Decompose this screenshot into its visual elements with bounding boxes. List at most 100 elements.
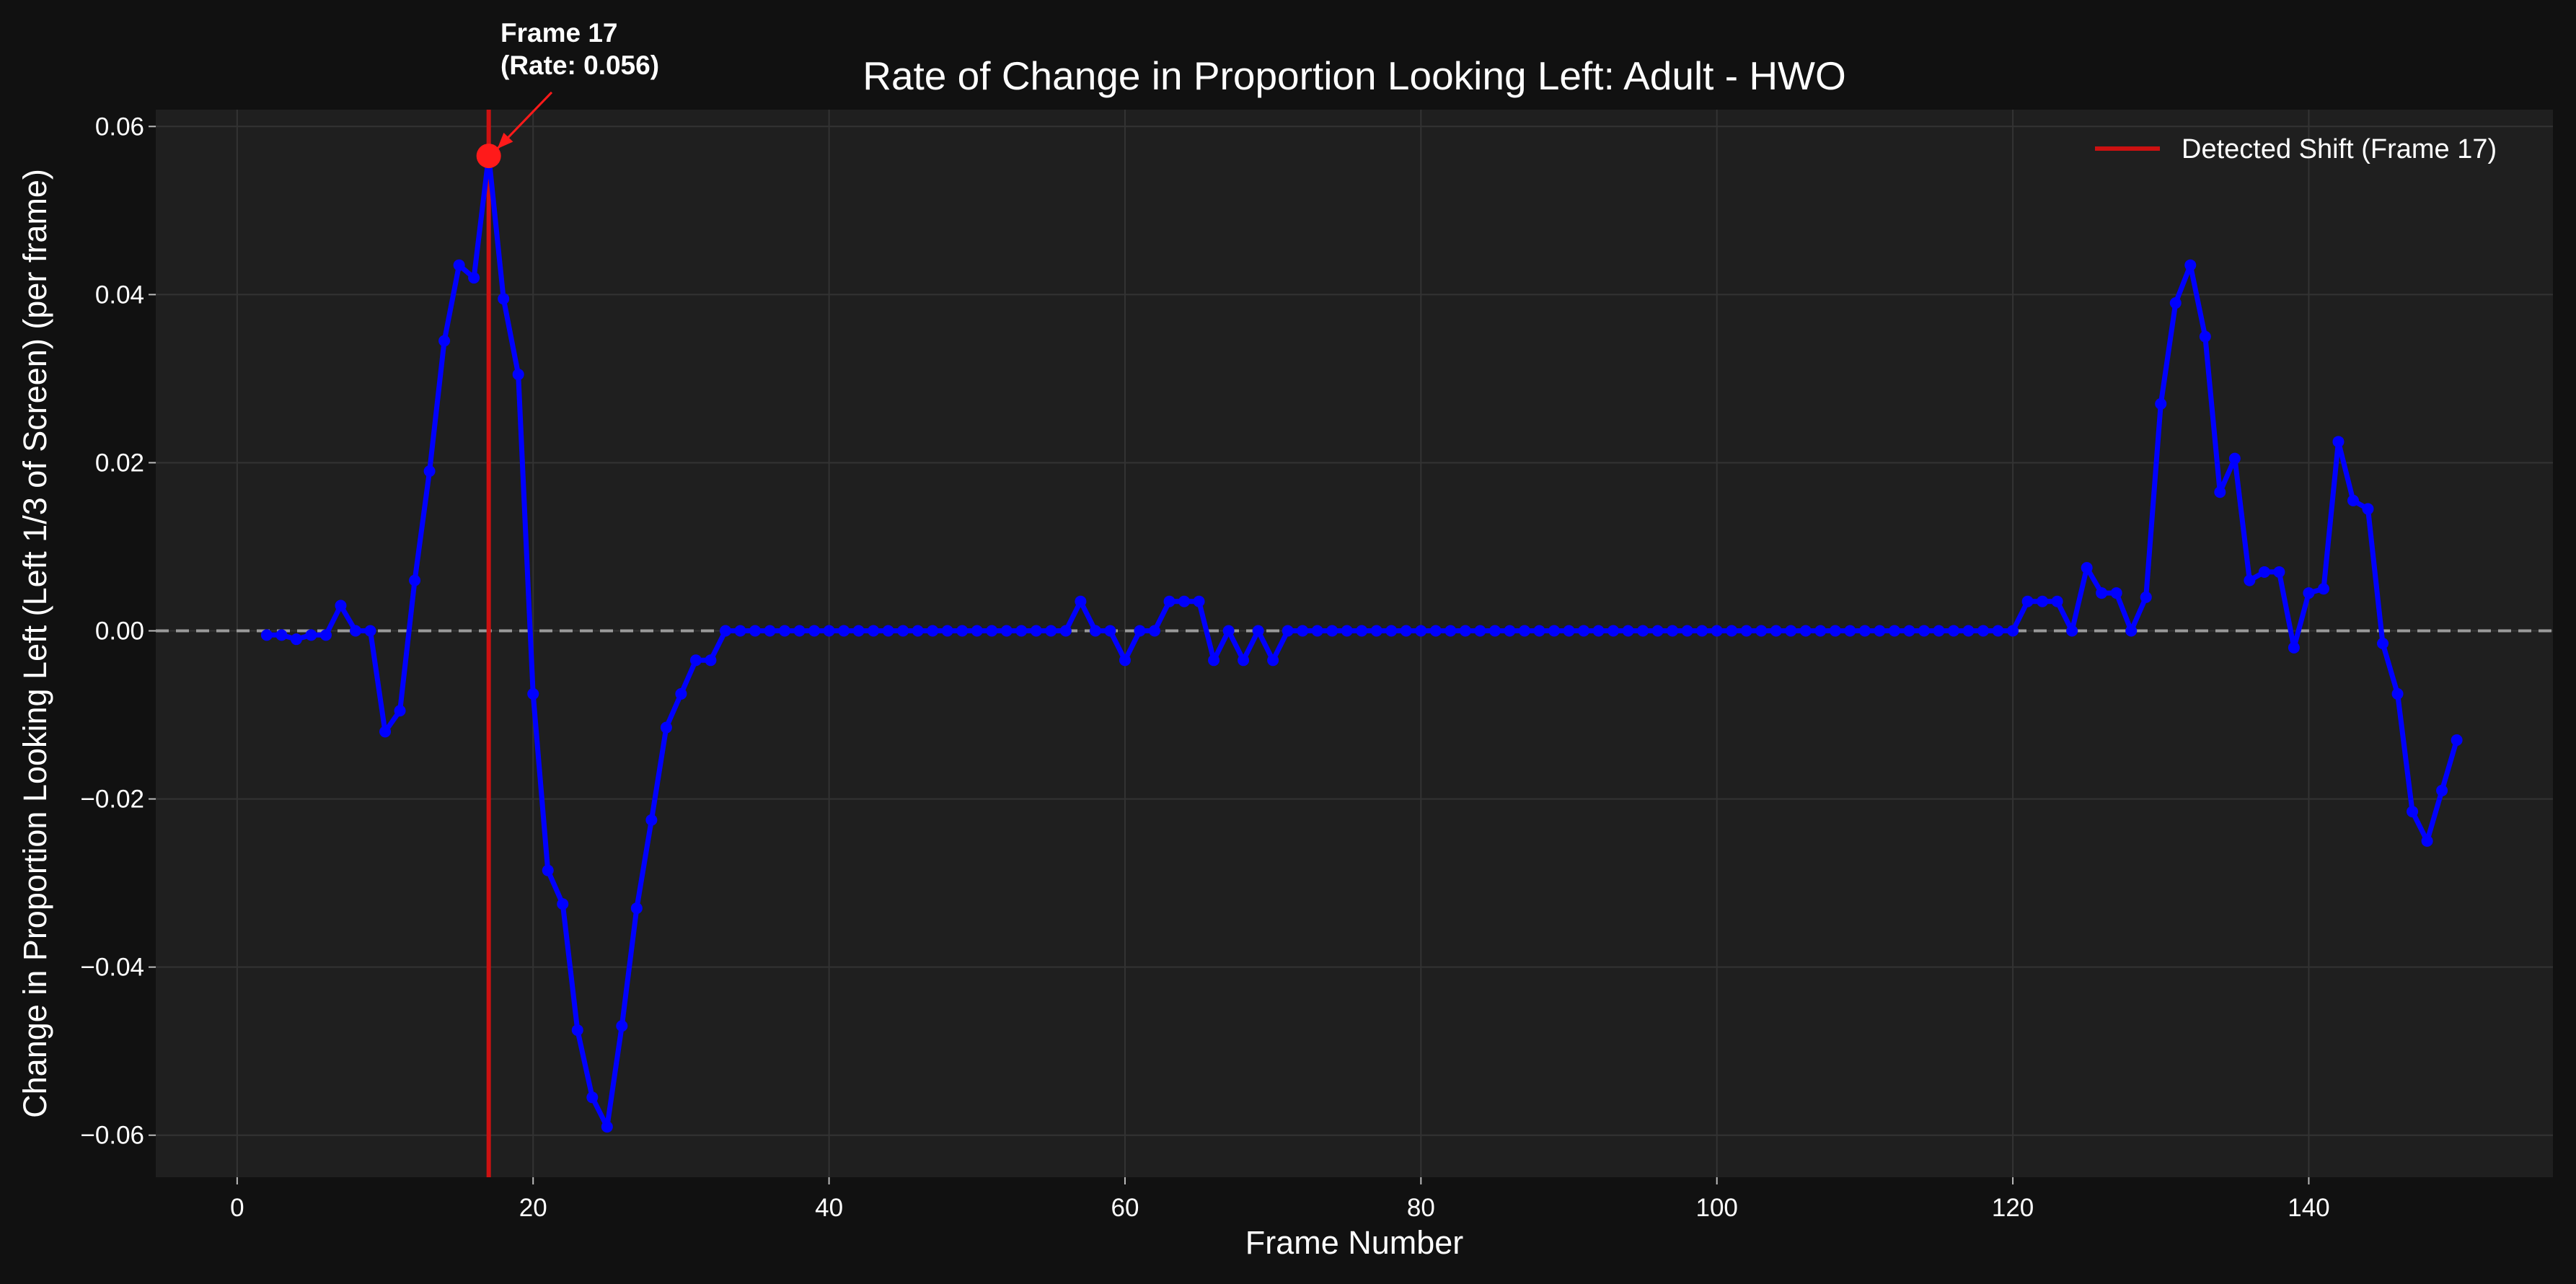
data-point xyxy=(2096,587,2108,599)
data-point xyxy=(956,625,969,637)
data-point xyxy=(512,369,524,381)
data-point xyxy=(675,687,687,700)
data-point xyxy=(2169,297,2182,309)
data-point xyxy=(1444,625,1457,637)
data-point xyxy=(719,625,731,637)
annotation-frame-label: Frame 17 xyxy=(500,18,618,48)
data-point xyxy=(1948,625,1959,637)
x-tick-label: 40 xyxy=(815,1194,843,1222)
data-point xyxy=(897,625,909,637)
data-point xyxy=(1000,625,1013,637)
x-tick-label: 100 xyxy=(1696,1194,1738,1222)
plot-area xyxy=(156,110,2553,1177)
data-point xyxy=(882,625,894,637)
data-point xyxy=(409,574,421,586)
data-point xyxy=(1977,625,1990,637)
data-point xyxy=(2451,734,2463,747)
data-point xyxy=(2347,494,2359,506)
chart-title: Rate of Change in Proportion Looking Lef… xyxy=(863,53,1846,98)
data-point xyxy=(2258,566,2270,578)
data-point xyxy=(1134,625,1146,637)
data-point xyxy=(1992,625,2004,637)
data-point xyxy=(305,629,317,641)
data-point xyxy=(1149,625,1160,637)
data-point xyxy=(438,335,451,347)
y-tick-label: −0.04 xyxy=(80,954,144,982)
data-point xyxy=(498,293,510,305)
data-point xyxy=(2407,806,2419,818)
data-point xyxy=(1563,625,1575,637)
data-point xyxy=(1726,625,1738,637)
data-point xyxy=(1163,595,1175,607)
data-point xyxy=(1488,625,1501,637)
data-point xyxy=(1770,625,1782,637)
data-point xyxy=(1311,625,1323,637)
data-point xyxy=(1030,625,1042,637)
data-point xyxy=(379,726,392,738)
data-point xyxy=(734,625,746,637)
data-point xyxy=(1119,654,1131,667)
data-point xyxy=(1400,625,1412,637)
data-point xyxy=(2377,638,2389,649)
y-tick-label: 0.02 xyxy=(95,449,144,477)
data-point xyxy=(689,654,702,667)
data-point xyxy=(2273,566,2285,578)
data-point xyxy=(394,705,406,717)
data-point xyxy=(2214,486,2226,498)
data-point xyxy=(335,599,347,612)
data-point xyxy=(364,625,376,637)
data-point xyxy=(749,625,761,637)
data-point xyxy=(1799,625,1812,637)
data-point xyxy=(1178,595,1191,607)
data-point xyxy=(1785,625,1797,637)
y-axis-label: Change in Proportion Looking Left (Left … xyxy=(17,169,53,1118)
data-point xyxy=(1104,625,1116,637)
x-tick-label: 0 xyxy=(230,1194,244,1222)
data-point xyxy=(1459,625,1471,637)
data-point xyxy=(941,625,953,637)
data-point xyxy=(1474,625,1486,637)
x-tick-label: 20 xyxy=(519,1194,547,1222)
data-point xyxy=(793,625,806,637)
data-point xyxy=(1681,625,1693,637)
y-tick-label: −0.06 xyxy=(80,1122,144,1150)
data-point xyxy=(2051,595,2063,607)
x-tick-label: 140 xyxy=(2288,1194,2329,1222)
data-point xyxy=(912,625,924,637)
data-point xyxy=(1059,625,1072,637)
data-point xyxy=(2332,436,2345,448)
data-point xyxy=(1740,625,1752,637)
legend: Detected Shift (Frame 17) xyxy=(2095,134,2497,164)
data-point xyxy=(1858,625,1871,637)
data-point xyxy=(2155,397,2167,410)
data-point xyxy=(2288,641,2300,654)
data-point xyxy=(319,629,332,641)
data-point xyxy=(1696,625,1708,637)
data-point xyxy=(1755,625,1768,637)
data-point xyxy=(1193,595,1205,607)
data-point xyxy=(1829,625,1841,637)
data-point xyxy=(1592,625,1605,637)
data-point xyxy=(1356,625,1368,637)
data-point xyxy=(571,1024,583,1037)
x-axis-label: Frame Number xyxy=(1245,1224,1464,1261)
data-point xyxy=(1637,625,1649,637)
data-point xyxy=(1962,625,1975,637)
data-point xyxy=(2021,595,2034,607)
data-point xyxy=(1326,625,1338,637)
data-point xyxy=(1814,625,1827,637)
data-point xyxy=(1667,625,1679,637)
data-point xyxy=(1208,654,1220,667)
data-point xyxy=(2436,784,2448,796)
data-point xyxy=(2362,503,2374,515)
data-point xyxy=(542,864,554,876)
data-point xyxy=(2184,259,2197,271)
shift-marker xyxy=(476,144,501,169)
data-point xyxy=(2317,583,2329,595)
data-point xyxy=(1504,625,1516,637)
data-point xyxy=(275,629,288,641)
data-point xyxy=(1933,625,1945,637)
data-point xyxy=(1429,625,1442,637)
data-point xyxy=(1045,625,1057,637)
data-point xyxy=(423,465,436,478)
